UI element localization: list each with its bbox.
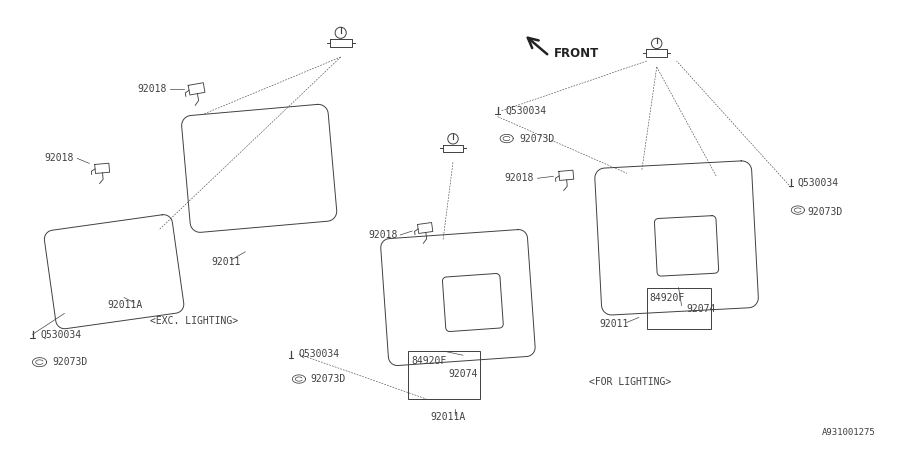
Text: 84920F: 84920F — [411, 356, 446, 366]
Bar — [409, 351, 480, 399]
Text: A931001275: A931001275 — [822, 428, 876, 436]
Text: 92018: 92018 — [137, 84, 166, 94]
Text: Q530034: Q530034 — [506, 106, 547, 116]
Text: 92073D: 92073D — [52, 357, 87, 367]
Text: FRONT: FRONT — [554, 46, 599, 59]
Text: <FOR LIGHTING>: <FOR LIGHTING> — [590, 377, 671, 387]
Text: 92074: 92074 — [448, 369, 477, 379]
Text: 84920F: 84920F — [650, 292, 685, 302]
Text: 92074: 92074 — [687, 305, 716, 315]
Text: 92073D: 92073D — [519, 134, 554, 144]
Text: 92018: 92018 — [44, 153, 74, 163]
Text: 92011: 92011 — [212, 257, 241, 267]
Text: Q530034: Q530034 — [299, 349, 340, 359]
Text: 92018: 92018 — [505, 173, 534, 183]
Text: 92073D: 92073D — [808, 207, 843, 217]
Text: 92011: 92011 — [599, 320, 628, 329]
Text: 92073D: 92073D — [310, 374, 346, 384]
Text: Q530034: Q530034 — [40, 329, 82, 339]
Text: 92018: 92018 — [368, 230, 398, 240]
Bar — [647, 288, 711, 329]
Text: <EXC. LIGHTING>: <EXC. LIGHTING> — [150, 316, 238, 326]
Text: Q530034: Q530034 — [797, 177, 839, 187]
Text: 92011A: 92011A — [107, 300, 142, 310]
Text: 92011A: 92011A — [430, 412, 465, 422]
